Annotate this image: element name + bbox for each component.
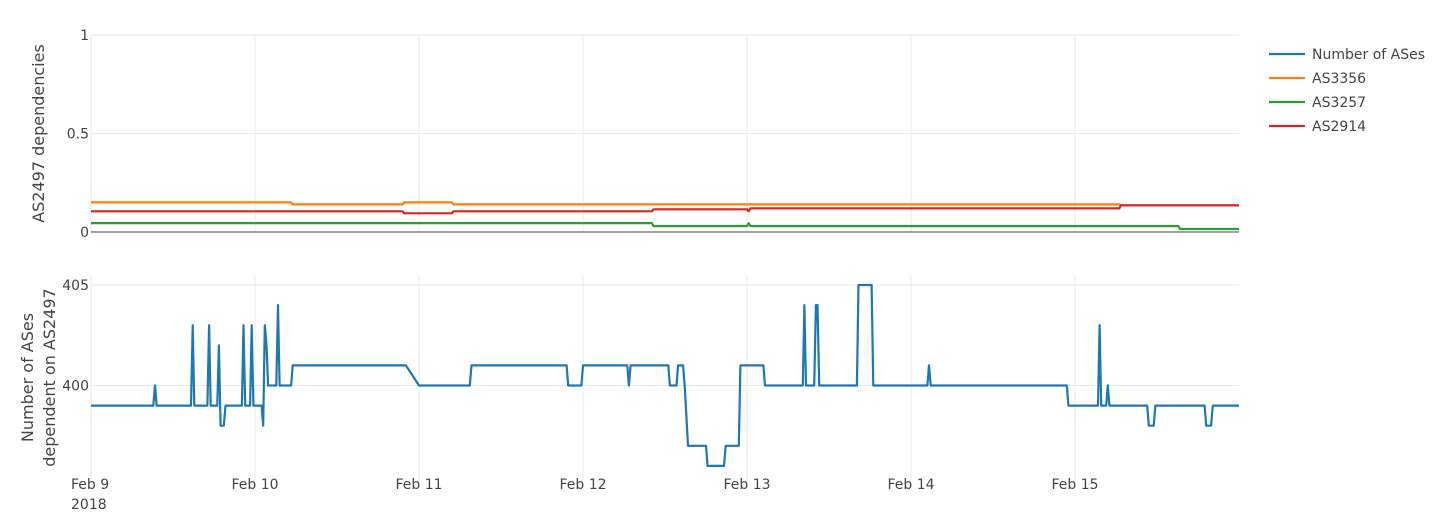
top-series-line-as3257 [91,222,1239,231]
x-tick-label: Feb 12 [559,477,606,493]
x-tick-label: Feb 14 [887,477,934,493]
bottom-y-axis-title-line1: Number of ASes [18,313,37,442]
x-tick-year-label: 2018 [71,497,107,513]
bottom-series-line-number-of-ases [91,283,1239,467]
x-tick-label: Feb 11 [395,477,442,493]
legend-entry-label: AS3257 [1312,95,1366,111]
x-tick-label: Feb 15 [1051,477,1098,493]
x-tick-label: Feb 13 [723,477,770,493]
bottom-y-tick-label: 405 [62,278,89,294]
top-series-line-as3356 [91,201,1239,207]
x-tick-label: Feb 9 [71,477,109,493]
x-tick-label: Feb 10 [231,477,278,493]
top-y-tick-label: 0.5 [67,127,89,143]
legend-entry-label: AS3356 [1312,71,1366,87]
legend-entry-label: Number of ASes [1312,47,1425,63]
bottom-y-tick-label: 400 [62,379,89,395]
top-series-line-as2914 [91,204,1239,215]
top-y-tick-label: 1 [80,28,89,44]
legend-entry-label: AS2914 [1312,119,1366,135]
top-y-tick-label: 0 [80,225,89,241]
top-y-axis-title: AS2497 dependencies [29,44,48,223]
bottom-y-axis-title-line2: dependent on AS2497 [40,288,59,466]
